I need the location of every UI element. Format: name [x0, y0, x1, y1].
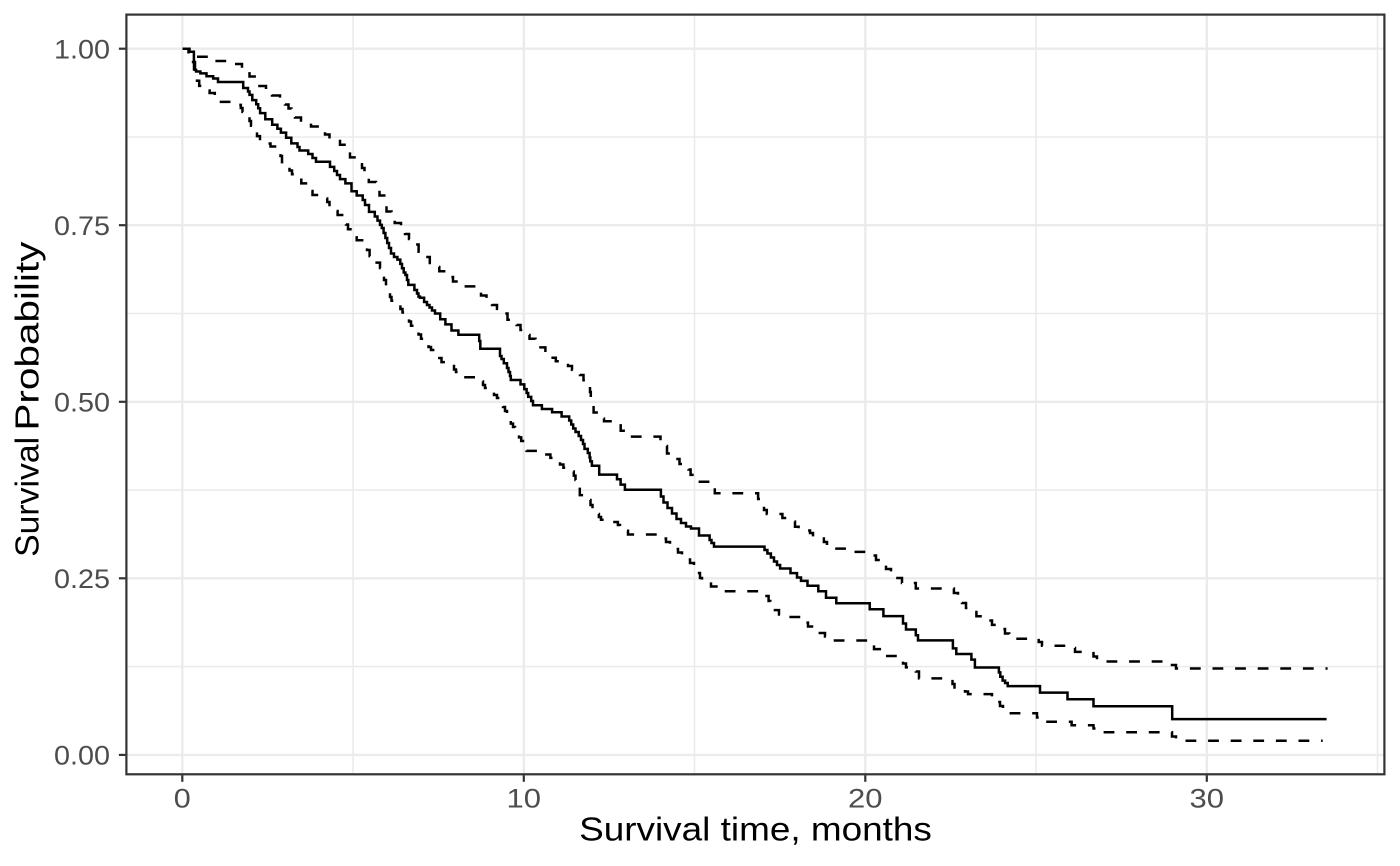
svg-text:0.75: 0.75 [54, 211, 110, 241]
svg-text:0.00: 0.00 [54, 741, 110, 771]
svg-text:20: 20 [848, 784, 883, 814]
svg-text:0: 0 [174, 784, 191, 814]
svg-text:1.00: 1.00 [54, 34, 110, 64]
svg-text:30: 30 [1190, 784, 1225, 814]
svg-text:SurvivalProbability: SurvivalProbability [9, 241, 46, 557]
svg-text:0.25: 0.25 [54, 564, 110, 594]
svg-text:10: 10 [507, 784, 542, 814]
svg-text:0.50: 0.50 [54, 387, 110, 417]
svg-text:Survival time, months: Survival time, months [579, 811, 932, 848]
